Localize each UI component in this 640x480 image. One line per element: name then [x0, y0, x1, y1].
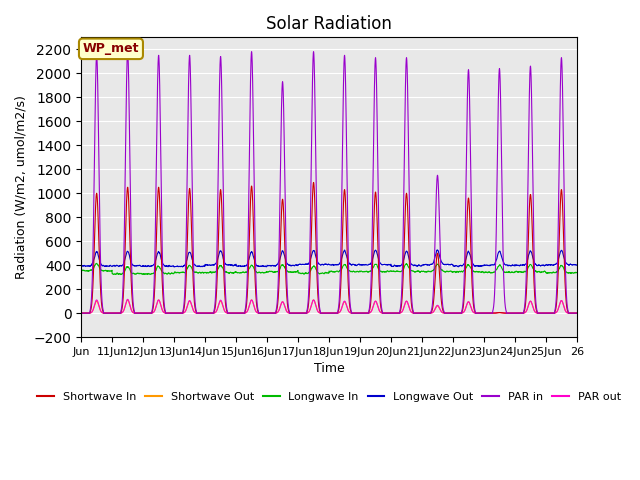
Line: PAR in: PAR in [81, 52, 577, 313]
Longwave In [348, 269, 355, 275]
PAR out [374, 302, 381, 308]
PAR out [489, 310, 497, 316]
PAR in [502, 306, 509, 312]
Shortwave In [465, 195, 472, 201]
Longwave In [502, 269, 509, 275]
Longwave Out [170, 264, 178, 270]
Longwave In [374, 264, 381, 270]
Line: Shortwave Out: Shortwave Out [81, 300, 577, 313]
PAR out [180, 310, 188, 315]
Line: Longwave Out: Longwave Out [81, 250, 577, 267]
Longwave Out [573, 262, 580, 268]
PAR in [124, 49, 131, 55]
Longwave Out [374, 252, 381, 258]
PAR in [180, 301, 188, 307]
Shortwave In [180, 306, 188, 312]
Longwave In [489, 270, 497, 276]
PAR out [573, 310, 580, 316]
PAR in [573, 310, 580, 316]
Shortwave Out [124, 297, 131, 303]
Y-axis label: Radiation (W/m2, umol/m2/s): Radiation (W/m2, umol/m2/s) [15, 96, 28, 279]
Text: WP_met: WP_met [83, 42, 140, 55]
Longwave Out [433, 247, 441, 253]
Longwave In [573, 270, 580, 276]
PAR in [347, 307, 355, 313]
Title: Solar Radiation: Solar Radiation [266, 15, 392, 33]
PAR in [374, 146, 381, 152]
PAR in [465, 67, 472, 73]
Shortwave Out [347, 310, 355, 316]
PAR out [502, 310, 509, 316]
Longwave In [180, 269, 188, 275]
Shortwave Out [502, 310, 509, 316]
Shortwave In [77, 310, 85, 316]
Shortwave Out [465, 299, 472, 305]
PAR out [347, 310, 355, 316]
Longwave Out [77, 264, 85, 269]
Shortwave In [489, 310, 497, 316]
PAR out [465, 299, 472, 305]
Shortwave Out [489, 310, 497, 316]
Longwave In [77, 268, 85, 274]
Shortwave In [347, 309, 355, 314]
Shortwave In [573, 310, 580, 316]
Shortwave Out [573, 310, 580, 316]
Longwave Out [180, 263, 188, 269]
Shortwave Out [77, 310, 85, 316]
Longwave Out [347, 262, 355, 268]
Longwave In [465, 262, 472, 268]
PAR out [124, 297, 131, 302]
Longwave Out [502, 262, 509, 268]
Shortwave In [374, 233, 381, 239]
Line: Longwave In: Longwave In [81, 264, 577, 275]
PAR in [77, 310, 85, 316]
PAR out [77, 310, 85, 316]
Shortwave Out [374, 302, 381, 308]
Longwave Out [465, 249, 472, 254]
Longwave In [116, 272, 124, 277]
Line: Shortwave In: Shortwave In [81, 182, 577, 313]
X-axis label: Time: Time [314, 362, 344, 375]
Line: PAR out: PAR out [81, 300, 577, 313]
Shortwave Out [180, 310, 188, 315]
PAR in [489, 308, 497, 313]
Longwave In [93, 261, 100, 266]
Shortwave In [502, 310, 509, 316]
Legend: Shortwave In, Shortwave Out, Longwave In, Longwave Out, PAR in, PAR out: Shortwave In, Shortwave Out, Longwave In… [33, 388, 625, 407]
Longwave Out [489, 262, 497, 268]
Shortwave In [310, 180, 317, 185]
